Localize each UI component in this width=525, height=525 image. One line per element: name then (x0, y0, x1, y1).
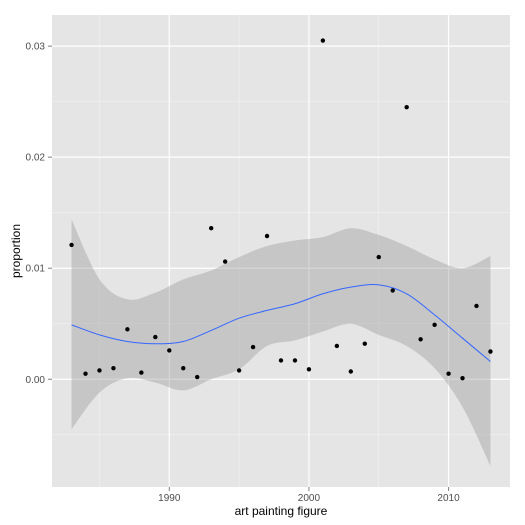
data-point (348, 369, 354, 374)
data-point (362, 341, 367, 346)
x-tick-label: 2010 (437, 493, 460, 504)
data-point (153, 334, 158, 340)
data-point (418, 337, 423, 342)
data-point (264, 233, 270, 239)
data-point (306, 367, 312, 372)
data-point (139, 370, 144, 375)
y-axis-ticks: 0.00 0.01 0.02 0.03 (26, 42, 52, 386)
data-point (167, 348, 172, 353)
x-axis-title: art painting figure (235, 504, 328, 518)
data-point (404, 104, 409, 110)
data-point (376, 254, 381, 260)
data-point (236, 368, 242, 373)
data-point (125, 327, 130, 332)
data-point (195, 374, 200, 380)
data-point (208, 226, 214, 231)
data-point (111, 365, 116, 371)
data-point (334, 343, 340, 349)
y-axis-title: proportion (9, 224, 23, 278)
confidence-band (71, 219, 491, 466)
data-point (83, 371, 88, 376)
data-points (69, 38, 493, 381)
data-point (181, 365, 186, 371)
data-point (474, 303, 479, 309)
data-point (97, 368, 102, 373)
smooth-trend-line (71, 284, 491, 362)
x-tick-label: 1990 (158, 493, 181, 504)
data-point (222, 259, 228, 264)
data-point (446, 371, 451, 376)
data-point (292, 358, 298, 363)
y-tick-label: 0.01 (26, 264, 46, 275)
minor-gridlines (52, 15, 510, 487)
data-point (488, 349, 493, 354)
data-point (390, 288, 395, 293)
data-point (278, 358, 284, 363)
data-point (250, 344, 256, 350)
y-tick-label: 0.03 (26, 42, 46, 53)
major-gridlines (52, 15, 510, 487)
x-tick-label: 2000 (298, 493, 321, 504)
plot-panel (52, 15, 510, 487)
data-point (460, 375, 465, 381)
data-point (69, 242, 74, 248)
y-tick-label: 0.02 (26, 153, 46, 164)
y-tick-label: 0.00 (26, 375, 46, 386)
x-axis-ticks: 1990 2000 2010 (158, 487, 460, 504)
data-point (320, 38, 326, 43)
data-point (432, 322, 437, 328)
